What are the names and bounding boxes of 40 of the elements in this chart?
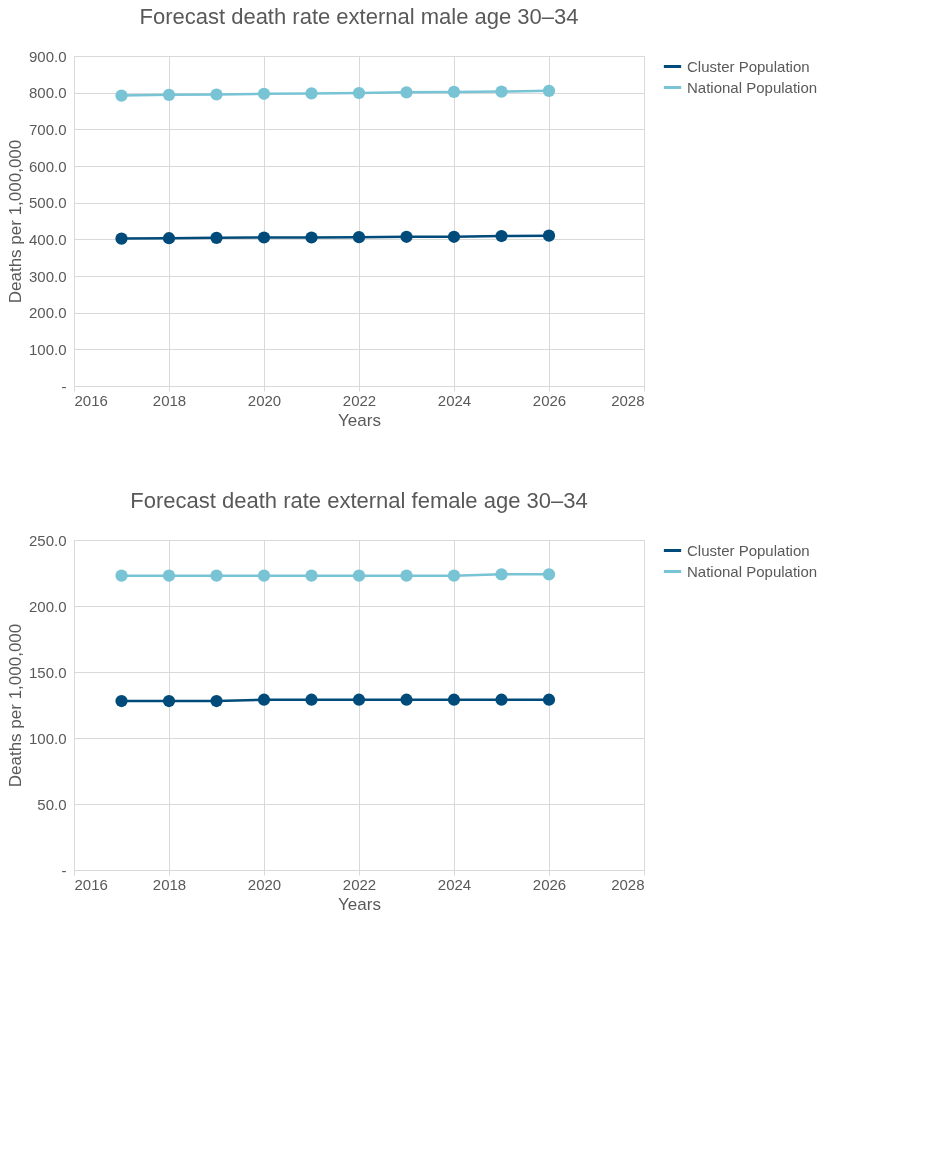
y-tick-label: 250.0	[28, 531, 67, 549]
x-tick-label: 2018	[152, 391, 187, 409]
x-tick-label: 2028	[611, 875, 645, 893]
x-tick-label: 2016	[74, 391, 108, 409]
x-tick-label: 2016	[74, 875, 108, 893]
y-tick-label: 600.0	[28, 157, 67, 175]
y-tick-label: 100.0	[28, 340, 67, 358]
chart-title: Forecast death rate external male age 30–34	[139, 4, 579, 29]
legend-label: Cluster Population	[687, 57, 810, 75]
y-axis-title: Deaths per 1,000,000	[5, 139, 25, 304]
y-tick-label: -	[61, 861, 67, 879]
x-tick-label: 2020	[247, 391, 282, 409]
chart-title: Forecast death rate external female age 30–34	[130, 488, 588, 513]
legend-label: National Population	[687, 78, 818, 96]
x-tick-label: 2022	[342, 391, 377, 409]
x-tick-label: 2024	[437, 875, 472, 893]
x-axis-title: Years	[338, 410, 381, 430]
x-tick-label: 2018	[152, 875, 187, 893]
x-tick-label: 2024	[437, 391, 472, 409]
x-tick-label: 2020	[247, 875, 282, 893]
y-tick-label: -	[61, 377, 67, 395]
x-tick-label: 2022	[342, 875, 377, 893]
y-tick-label: 50.0	[37, 795, 67, 813]
y-tick-label: 700.0	[28, 120, 67, 138]
y-tick-label: 900.0	[28, 47, 67, 65]
y-tick-label: 150.0	[28, 663, 67, 681]
x-axis-title: Years	[338, 894, 381, 914]
x-tick-label: 2026	[532, 875, 567, 893]
legend-label: National Population	[687, 562, 818, 580]
y-tick-label: 100.0	[28, 729, 67, 747]
y-tick-label: 200.0	[28, 597, 67, 615]
legend-label: Cluster Population	[687, 541, 810, 559]
x-tick-label: 2026	[532, 391, 567, 409]
y-axis-title: Deaths per 1,000,000	[5, 623, 25, 788]
y-tick-label: 200.0	[28, 304, 67, 322]
x-tick-label: 2028	[611, 391, 645, 409]
y-tick-label: 800.0	[28, 84, 67, 102]
y-tick-label: 400.0	[28, 230, 67, 248]
y-tick-label: 300.0	[28, 267, 67, 285]
y-tick-label: 500.0	[28, 194, 67, 212]
